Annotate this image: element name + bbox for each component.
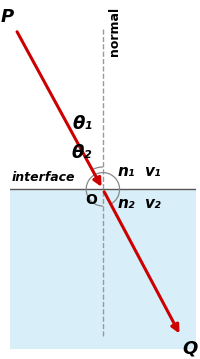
Text: normal: normal — [108, 7, 121, 56]
Text: v₁: v₁ — [144, 164, 160, 179]
Text: θ₂: θ₂ — [72, 144, 92, 162]
Text: P: P — [1, 8, 14, 26]
Text: v₂: v₂ — [144, 196, 160, 211]
Text: θ₁: θ₁ — [72, 115, 92, 133]
Text: n₂: n₂ — [118, 196, 135, 211]
Text: interface: interface — [12, 171, 76, 184]
Bar — [10, 189, 196, 349]
Text: n₁: n₁ — [118, 164, 135, 179]
Text: Q: Q — [183, 339, 198, 357]
Bar — [10, 16, 196, 189]
Text: O: O — [85, 193, 97, 207]
